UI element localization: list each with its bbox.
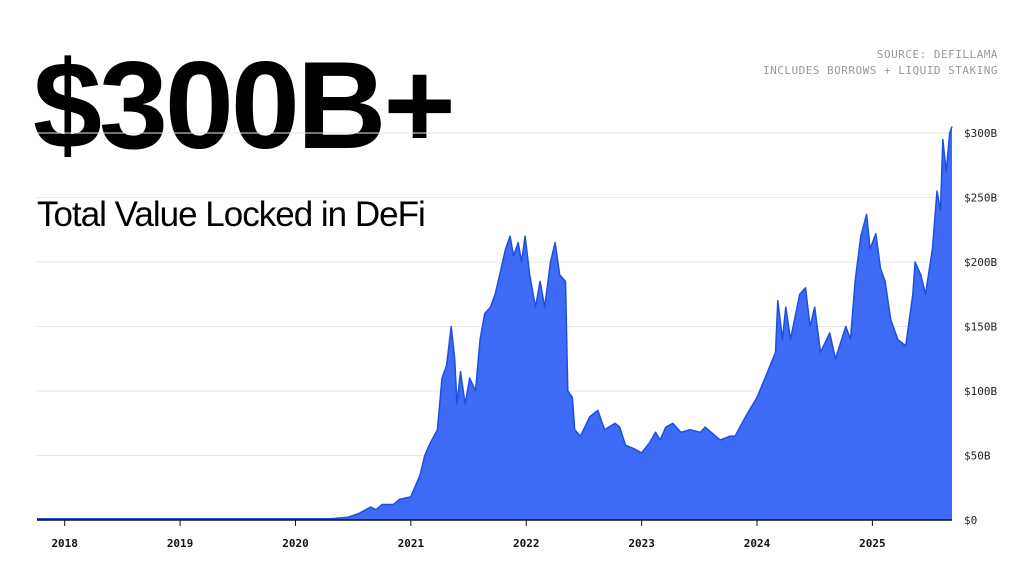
x-tick-label: 2025 (859, 537, 886, 550)
area-line (37, 126, 953, 520)
source-note: SOURCE: DEFILLAMA (877, 48, 998, 61)
x-tick-label: 2022 (513, 537, 540, 550)
x-tick-label: 2024 (744, 537, 771, 550)
source-note: INCLUDES BORROWS + LIQUID STAKING (763, 64, 998, 77)
y-tick-label: $100B (964, 385, 997, 398)
chart-title: $300B+ (33, 37, 453, 175)
y-tick-label: $0 (964, 514, 977, 527)
y-tick-label: $200B (964, 256, 997, 269)
chart-subtitle: Total Value Locked in DeFi (37, 195, 425, 234)
area (37, 126, 952, 520)
x-tick-label: 2021 (398, 537, 425, 550)
y-tick-label: $50B (964, 450, 991, 463)
y-tick-label: $150B (964, 321, 997, 334)
y-tick-label: $250B (964, 192, 997, 205)
y-tick-label: $300B (964, 127, 997, 140)
x-tick-label: 2023 (628, 537, 655, 550)
x-tick-label: 2020 (282, 537, 309, 550)
x-tick-label: 2019 (167, 537, 194, 550)
x-tick-label: 2018 (51, 537, 78, 550)
